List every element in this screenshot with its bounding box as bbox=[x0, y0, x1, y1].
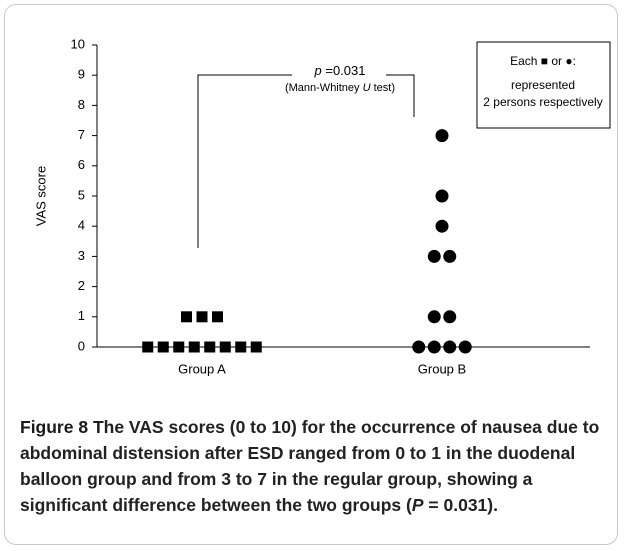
y-tick-label: 9 bbox=[78, 67, 85, 82]
test-name: (Mann-Whitney U test) bbox=[285, 82, 395, 94]
y-tick-label: 4 bbox=[78, 218, 85, 233]
caption: Figure 8 The VAS scores (0 to 10) for th… bbox=[20, 414, 610, 518]
legend-box bbox=[476, 41, 611, 129]
circle-point bbox=[435, 219, 449, 233]
square-point bbox=[219, 341, 231, 353]
caption-text: = 0.031). bbox=[423, 495, 498, 515]
x-tick-label: Group B bbox=[418, 361, 466, 376]
test-before: (Mann-Whitney bbox=[285, 82, 363, 94]
circle-point bbox=[443, 310, 457, 324]
y-tick-label: 3 bbox=[78, 248, 85, 263]
caption-text: The VAS scores (0 to 10) for the occurre… bbox=[20, 417, 600, 515]
circle-point bbox=[458, 340, 472, 354]
square-point bbox=[157, 341, 169, 353]
circle-point bbox=[427, 340, 441, 354]
square-point bbox=[235, 341, 247, 353]
legend-line: 2 persons respectively bbox=[483, 95, 602, 109]
test-after: test) bbox=[371, 82, 395, 94]
square-point bbox=[181, 311, 192, 323]
circle-point bbox=[443, 340, 457, 354]
circle-point bbox=[435, 129, 449, 143]
test-italic: U bbox=[363, 82, 371, 94]
legend-line: represented bbox=[511, 78, 575, 92]
y-tick-label: 1 bbox=[78, 308, 85, 323]
circle-point bbox=[443, 249, 457, 263]
caption-italic: P bbox=[411, 495, 424, 515]
chart: VAS score p =0.031 (Mann-Whitney U test)… bbox=[33, 36, 611, 376]
square-point bbox=[196, 311, 208, 323]
y-tick-label: 10 bbox=[71, 36, 85, 51]
circle-point bbox=[427, 249, 441, 263]
x-tick-label: Group A bbox=[178, 361, 226, 376]
p-symbol: p bbox=[314, 63, 322, 78]
legend-line: Each ■ or ●: bbox=[510, 54, 576, 68]
y-tick-label: 8 bbox=[78, 97, 85, 112]
p-text: =0.031 bbox=[322, 63, 366, 78]
square-point bbox=[188, 341, 200, 353]
square-point bbox=[250, 341, 262, 353]
y-tick-label: 6 bbox=[78, 157, 85, 172]
y-tick-label: 5 bbox=[78, 187, 85, 202]
square-point bbox=[173, 341, 185, 353]
circle-point bbox=[435, 189, 449, 203]
square-point bbox=[204, 341, 216, 353]
y-tick-label: 2 bbox=[78, 278, 85, 293]
figure-frame bbox=[4, 4, 618, 545]
caption-label: Figure 8 bbox=[20, 417, 89, 437]
circle-point bbox=[412, 340, 426, 354]
y-tick-label: 0 bbox=[78, 338, 85, 353]
p-value: p =0.031 bbox=[314, 63, 366, 78]
bracket-left bbox=[197, 74, 292, 248]
square-point bbox=[142, 341, 154, 353]
bracket-right bbox=[386, 74, 415, 117]
y-axis-label: VAS score bbox=[33, 166, 48, 226]
circle-point bbox=[427, 310, 441, 324]
y-tick-label: 7 bbox=[78, 127, 85, 142]
square-point bbox=[212, 311, 223, 323]
